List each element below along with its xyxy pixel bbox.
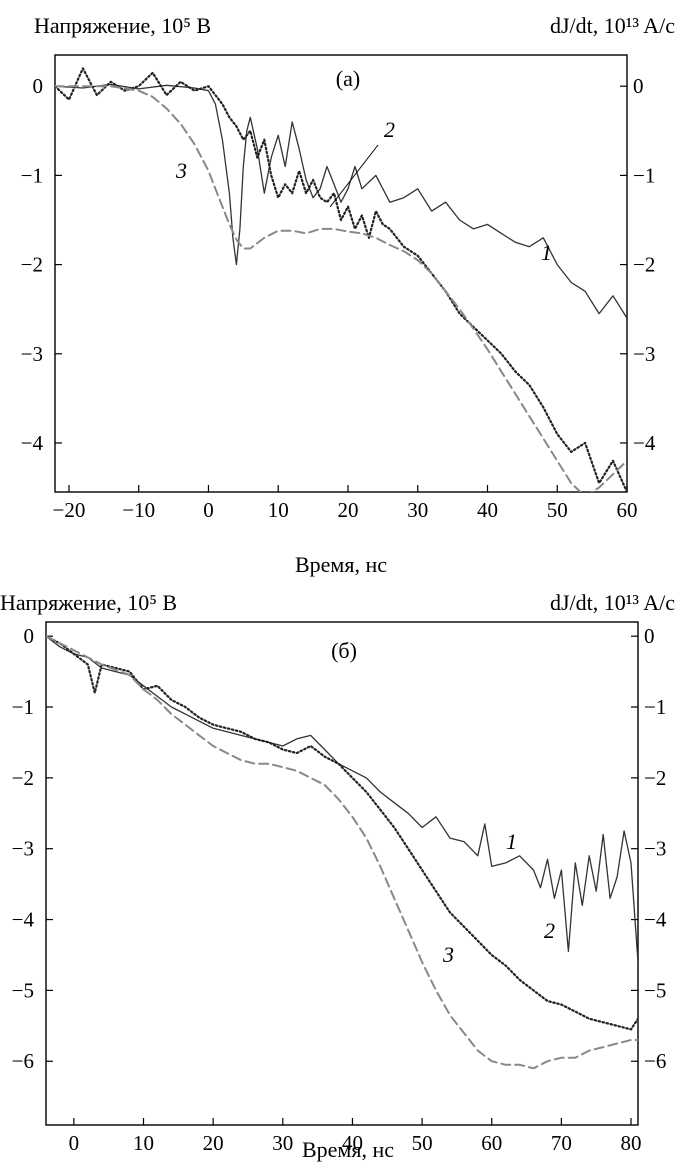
x-tick-label: −20 xyxy=(53,498,86,522)
panel-label: (а) xyxy=(336,66,360,91)
y-tick-label-left: −3 xyxy=(12,837,34,861)
right-axis-label: dJ/dt, 10¹³ A/c xyxy=(550,13,675,38)
y-tick-label-right: −4 xyxy=(644,908,667,932)
x-tick-label: 30 xyxy=(272,1131,293,1155)
series-line-1 xyxy=(46,635,638,963)
y-tick-label-right: −3 xyxy=(633,342,655,366)
x-tick-label: 30 xyxy=(407,498,428,522)
plot-frame xyxy=(54,54,628,493)
series-line-1 xyxy=(55,83,627,319)
x-tick-label: 40 xyxy=(477,498,498,522)
x-axis-label: Время, нс xyxy=(295,552,387,577)
series-layer xyxy=(46,635,638,1070)
x-tick-label: 70 xyxy=(551,1131,572,1155)
leader-line xyxy=(329,144,379,208)
y-tick-label-right: −6 xyxy=(644,1049,666,1073)
x-axis-label: Время, нс xyxy=(302,1137,394,1162)
y-tick-label-right: −5 xyxy=(644,978,666,1002)
y-tick-label-right: 0 xyxy=(644,624,655,648)
y-tick-label-left: −4 xyxy=(21,431,44,455)
plot-frame xyxy=(45,621,639,1126)
y-tick-label-left: −2 xyxy=(12,766,34,790)
x-tick-label: 20 xyxy=(203,1131,224,1155)
right-axis-label: dJ/dt, 10¹³ A/c xyxy=(550,590,675,615)
series-label-3: 3 xyxy=(442,942,454,967)
x-tick-label: −10 xyxy=(122,498,155,522)
series-label-2: 2 xyxy=(544,918,555,943)
y-tick-label-right: −2 xyxy=(633,253,655,277)
series-label-1: 1 xyxy=(541,240,552,265)
panel-label: (б) xyxy=(331,638,357,663)
series-label-1: 1 xyxy=(506,829,517,854)
x-tick-label: 50 xyxy=(547,498,568,522)
series-line-3 xyxy=(46,635,638,1070)
y-tick-label-left: −5 xyxy=(12,978,34,1002)
x-tick-label: 50 xyxy=(412,1131,433,1155)
y-tick-label-right: −4 xyxy=(633,431,656,455)
x-tick-label: 10 xyxy=(268,498,289,522)
y-tick-label-left: −1 xyxy=(12,695,34,719)
x-tick-label: 60 xyxy=(617,498,638,522)
y-tick-label-left: −6 xyxy=(12,1049,34,1073)
series-line-3 xyxy=(55,85,627,492)
ticks: −20 −10 0 10 20 30 40 50 60 0 0 −1 −1 −2 −2 −3 −3 −4 −4 xyxy=(21,74,656,522)
series-layer xyxy=(55,67,627,492)
series-line-2 xyxy=(55,67,627,492)
y-tick-label-left: −4 xyxy=(12,908,35,932)
y-tick-label-left: −2 xyxy=(21,253,43,277)
x-tick-label: 20 xyxy=(337,498,358,522)
x-tick-label: 80 xyxy=(621,1131,642,1155)
y-tick-label-right: −1 xyxy=(644,695,666,719)
x-tick-label: 40 xyxy=(342,1131,363,1155)
y-tick-label-left: 0 xyxy=(24,624,35,648)
y-tick-label-right: −2 xyxy=(644,766,666,790)
y-tick-label-right: 0 xyxy=(633,74,644,98)
ticks: 0 10 20 30 40 50 60 70 80 0 0 −1 −1 −2 −2 −3 −3 −4 −4 −5 −5 −… xyxy=(12,624,667,1155)
x-tick-label: 10 xyxy=(133,1131,154,1155)
left-axis-label: Напряжение, 10⁵ В xyxy=(34,13,211,38)
series-label-2: 2 xyxy=(384,117,395,142)
y-tick-label-left: −1 xyxy=(21,163,43,187)
y-tick-label-right: −3 xyxy=(644,837,666,861)
x-tick-label: 0 xyxy=(203,498,214,522)
series-label-3: 3 xyxy=(175,158,187,183)
y-tick-label-right: −1 xyxy=(633,163,655,187)
panel-b: Напряжение, 10⁵ В dJ/dt, 10¹³ A/c (б) Вр… xyxy=(0,590,675,1162)
x-tick-label: 0 xyxy=(69,1131,80,1155)
y-tick-label-left: −3 xyxy=(21,342,43,366)
y-tick-label-left: 0 xyxy=(33,74,44,98)
panel-a: Напряжение, 10⁵ В dJ/dt, 10¹³ A/c (а) Вр… xyxy=(21,13,676,577)
series-line-2 xyxy=(46,635,638,1031)
left-axis-label: Напряжение, 10⁵ В xyxy=(0,590,177,615)
x-tick-label: 60 xyxy=(481,1131,502,1155)
